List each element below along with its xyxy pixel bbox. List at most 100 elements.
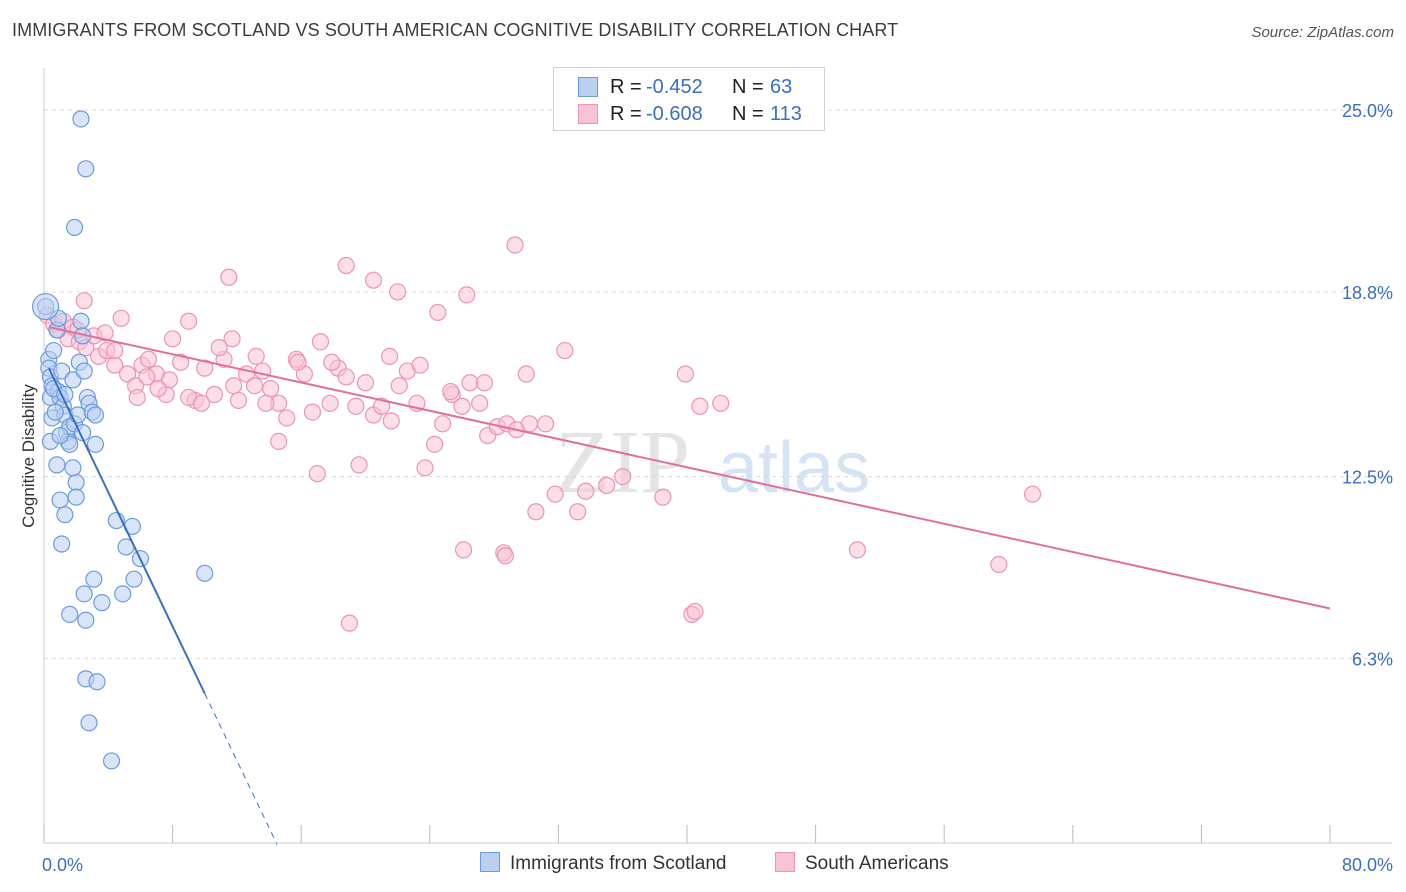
data-point bbox=[45, 341, 63, 360]
chart-title: IMMIGRANTS FROM SCOTLAND VS SOUTH AMERIC… bbox=[12, 20, 899, 40]
x-tick-label: 80.0% bbox=[1342, 855, 1393, 875]
data-point bbox=[72, 312, 90, 330]
y-axis-label: Cognitive Disability bbox=[19, 384, 38, 528]
data-point bbox=[356, 374, 375, 392]
data-point bbox=[75, 585, 93, 603]
data-point bbox=[321, 394, 339, 412]
data-point bbox=[112, 309, 130, 327]
series-south-americans bbox=[38, 236, 1042, 632]
legend-swatch-blue bbox=[578, 77, 598, 97]
data-point bbox=[88, 673, 106, 691]
data-point bbox=[990, 555, 1008, 574]
legend-item-scotland[interactable]: Immigrants from Scotland bbox=[480, 852, 726, 875]
data-point bbox=[67, 488, 85, 506]
data-point bbox=[247, 347, 265, 366]
data-point bbox=[337, 256, 355, 275]
data-point bbox=[506, 236, 524, 254]
series-immigrants-from-scotland bbox=[32, 110, 214, 770]
data-point bbox=[598, 476, 616, 494]
data-point bbox=[51, 491, 69, 509]
data-point bbox=[172, 353, 190, 371]
data-point bbox=[118, 365, 137, 383]
data-point bbox=[434, 415, 452, 433]
data-point bbox=[46, 403, 64, 421]
legend-n-label: N = bbox=[732, 103, 764, 125]
data-point bbox=[262, 380, 280, 398]
data-point bbox=[75, 362, 93, 380]
data-point bbox=[311, 333, 330, 351]
data-point bbox=[220, 268, 238, 286]
data-point bbox=[546, 485, 564, 503]
legend-r-label: R = bbox=[610, 103, 642, 125]
legend-n-value: 113 bbox=[770, 103, 802, 125]
data-point bbox=[411, 356, 429, 374]
trend-line-scotland bbox=[47, 367, 206, 694]
data-point-large bbox=[32, 292, 60, 321]
data-point bbox=[86, 435, 105, 453]
data-point bbox=[289, 353, 307, 371]
data-point bbox=[686, 602, 704, 621]
data-point bbox=[67, 473, 85, 492]
stats-legend: R = -0.452 N = 63 R = -0.608 N = 113 bbox=[553, 67, 825, 131]
x-tick-labels: 0.0% 80.0% bbox=[42, 855, 1393, 875]
data-point bbox=[106, 341, 124, 360]
data-point bbox=[96, 324, 114, 342]
data-point bbox=[225, 377, 243, 395]
data-point bbox=[337, 368, 355, 386]
data-point bbox=[654, 488, 672, 506]
legend-swatch-blue bbox=[480, 852, 500, 872]
data-point bbox=[48, 456, 66, 474]
data-point bbox=[254, 362, 272, 380]
data-point bbox=[196, 564, 214, 582]
x-tick-label: 0.0% bbox=[42, 855, 83, 875]
data-point bbox=[114, 585, 132, 603]
data-point bbox=[53, 535, 71, 553]
data-point bbox=[72, 110, 90, 128]
data-point bbox=[458, 286, 476, 304]
legend-r-value: -0.452 bbox=[646, 76, 703, 98]
data-point bbox=[65, 218, 84, 237]
data-point bbox=[223, 330, 241, 348]
data-point bbox=[350, 456, 368, 474]
data-point bbox=[85, 570, 103, 588]
data-point bbox=[471, 394, 489, 412]
data-point bbox=[53, 362, 71, 380]
data-point bbox=[257, 394, 275, 412]
data-point bbox=[340, 614, 359, 632]
y-tick-labels: 6.3% 12.5% 18.8% 25.0% bbox=[1342, 101, 1393, 669]
data-point bbox=[323, 353, 341, 371]
data-point bbox=[389, 283, 407, 301]
data-point bbox=[691, 397, 709, 415]
legend-label-scotland: Immigrants from Scotland bbox=[510, 853, 727, 874]
data-point bbox=[569, 503, 587, 521]
trend-line-south-americans bbox=[48, 326, 1331, 610]
data-point bbox=[164, 330, 182, 348]
legend-r-value: -0.608 bbox=[646, 103, 703, 125]
data-point bbox=[149, 380, 167, 398]
data-point bbox=[520, 415, 539, 433]
y-tick-label: 6.3% bbox=[1352, 649, 1393, 669]
data-point bbox=[75, 292, 93, 310]
data-point bbox=[496, 547, 514, 565]
watermark-atlas: atlas bbox=[718, 428, 870, 508]
legend-n-value: 63 bbox=[770, 76, 793, 98]
data-point bbox=[102, 752, 121, 770]
y-tick-label: 12.5% bbox=[1342, 468, 1393, 488]
data-point bbox=[577, 482, 595, 500]
legend-item-south-americans[interactable]: South Americans bbox=[775, 852, 949, 875]
data-point bbox=[278, 409, 296, 427]
data-point bbox=[138, 368, 156, 386]
data-point bbox=[453, 397, 471, 415]
data-point bbox=[536, 415, 555, 433]
data-point bbox=[64, 371, 82, 389]
data-point bbox=[381, 347, 399, 366]
data-point bbox=[461, 374, 479, 392]
data-point bbox=[61, 605, 79, 623]
data-point bbox=[210, 339, 228, 357]
data-point bbox=[51, 426, 69, 445]
data-point bbox=[128, 388, 146, 407]
data-point bbox=[848, 541, 866, 559]
data-point bbox=[364, 271, 383, 289]
axes bbox=[43, 68, 1392, 844]
data-point bbox=[86, 406, 105, 424]
